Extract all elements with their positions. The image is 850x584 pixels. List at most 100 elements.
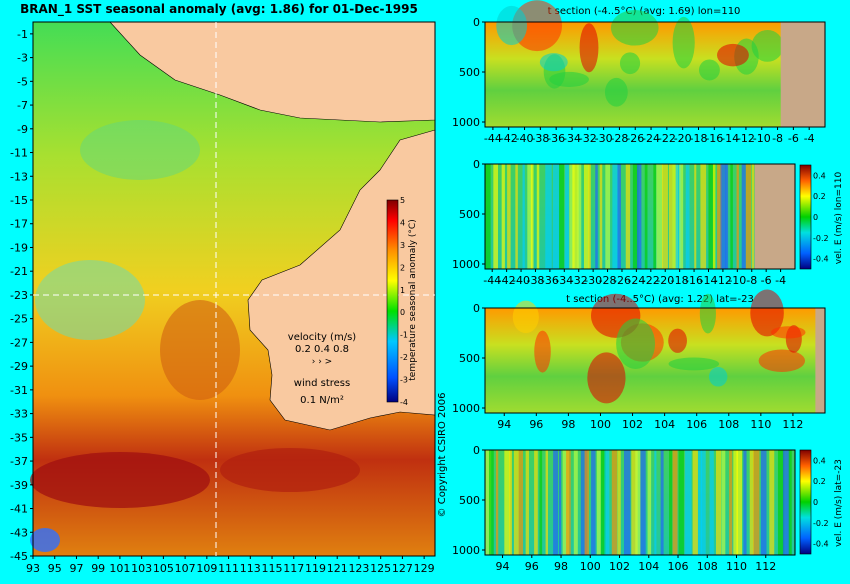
section-x-tick-label: -22 (658, 132, 676, 145)
section-frame (484, 21, 826, 128)
section-x-tick-label: -6 (761, 274, 772, 287)
section-x-tick-label: -34 (563, 132, 581, 145)
section-x-tick-label: -44 (484, 132, 502, 145)
section-velocity-stripe (745, 164, 752, 269)
section-anomaly-blob (758, 349, 806, 372)
section-velocity-stripe (572, 164, 579, 269)
lon-velocity-colorbar (799, 164, 812, 270)
section-x-tick-label: 110 (726, 560, 747, 573)
section-x-tick-label: -18 (690, 132, 708, 145)
section-velocity-stripe (720, 164, 727, 269)
map-title: BRAN_1 SST seasonal anomaly (avg: 1.86) … (20, 2, 418, 17)
section-velocity-stripe (558, 450, 562, 555)
section-velocity-stripe (672, 450, 678, 555)
map-y-tick-label: -11 (10, 147, 28, 160)
map-x-tick-label: 93 (26, 562, 40, 575)
section-anomaly-blob (496, 5, 528, 46)
section-velocity-stripe (534, 450, 538, 555)
section-frame (484, 449, 796, 556)
section-x-tick-label: -40 (512, 274, 530, 287)
section-anomaly-blob (668, 328, 687, 353)
section-y-tick-label: 1000 (452, 544, 480, 557)
map-x-tick-label: 95 (48, 562, 62, 575)
map-x-tick-label: 97 (69, 562, 83, 575)
section-x-tick-label: -28 (599, 274, 617, 287)
section-anomaly-blob (698, 59, 720, 81)
section-velocity-stripe (596, 450, 601, 555)
section-velocity-stripe (743, 450, 747, 555)
section-velocity-stripe (700, 164, 707, 269)
section-velocity-stripe (612, 164, 619, 269)
section-x-tick-label: -44 (483, 274, 501, 287)
section-velocity-stripe (701, 450, 706, 555)
section-velocity-stripe (733, 450, 739, 555)
velocity-colorbar-tick-label: 0 (813, 498, 818, 507)
map-x-tick-label: 127 (392, 562, 413, 575)
section-x-tick-label: 94 (497, 418, 511, 431)
section-velocity-stripe (636, 164, 642, 269)
section-x-tick-label: 98 (561, 418, 575, 431)
map-x-tick-label: 125 (370, 562, 391, 575)
section-velocity-stripe (675, 164, 681, 269)
section-land-mask (754, 164, 795, 269)
section-velocity-stripe (530, 164, 534, 269)
map-y-tick-label: -19 (10, 241, 28, 254)
section-x-tick-label: -36 (541, 274, 559, 287)
section-velocity-stripe (583, 164, 590, 269)
section-x-tick-label: -16 (685, 274, 703, 287)
section-velocity-stripe (777, 450, 785, 555)
section-velocity-stripe (623, 450, 631, 555)
section-anomaly-blob (751, 29, 784, 62)
section-y-tick-label: 1000 (452, 116, 480, 129)
section-velocity-stripe (679, 164, 684, 269)
map-y-tick-label: -15 (10, 194, 28, 207)
map-blue-patch (30, 528, 60, 552)
velocity-colorbar-tick-label: 0.4 (813, 456, 826, 465)
velocity-legend-arrows: › › > (312, 357, 332, 367)
section-velocity-stripe (730, 164, 733, 269)
section-velocity-stripe (552, 164, 560, 269)
map-x-tick-label: 119 (305, 562, 326, 575)
section-x-tick-label: -8 (772, 132, 783, 145)
section-x-tick-label: 108 (718, 418, 739, 431)
section-anomaly-blob (717, 43, 749, 67)
section-velocity-stripe (751, 164, 755, 269)
section-velocity-stripe (694, 164, 697, 269)
section-anomaly-blob (604, 77, 628, 107)
map-y-tick-label: -23 (10, 289, 28, 302)
section-velocity-stripe (584, 450, 589, 555)
section-velocity-stripe (685, 450, 692, 555)
map-y-tick-label: -29 (10, 360, 28, 373)
section-velocity-stripe (653, 164, 657, 269)
section-x-tick-label: -32 (579, 132, 597, 145)
map-y-tick-label: -37 (10, 455, 28, 468)
section-y-tick-label: 500 (459, 66, 480, 79)
map-y-tick-label: -17 (10, 218, 28, 231)
map-frame (32, 21, 436, 557)
section-anomaly-blob (668, 357, 720, 371)
section-velocity-stripe (678, 450, 684, 555)
section-x-tick-label: 102 (609, 560, 630, 573)
section-velocity-stripe (753, 450, 760, 555)
section-x-tick-label: -38 (531, 132, 549, 145)
section-velocity-stripe (580, 450, 588, 555)
section-velocity-stripe (736, 164, 739, 269)
velocity-colorbar-tick-label: 0.2 (813, 477, 826, 486)
section-x-tick-label: -42 (498, 274, 516, 287)
section-velocity-stripe (617, 164, 622, 269)
map-y-tick-label: -31 (10, 384, 28, 397)
map-x-tick-label: 123 (348, 562, 369, 575)
section-velocity-stripe (495, 450, 499, 555)
section-velocity-stripe (527, 164, 533, 269)
sst-colorbar-tick-label: 2 (400, 263, 405, 272)
section-velocity-stripe (518, 450, 523, 555)
lon-velocity-section-panel: -44-42-40-38-36-34-32-30-28-26-24-22-20-… (452, 158, 796, 287)
section-velocity-stripe (654, 450, 657, 555)
lat-temp-section-title: t section (-4..5°C) (avg: 1.22) lat=-23 (566, 294, 754, 305)
section-x-tick-label: 112 (755, 560, 776, 573)
section-y-tick-label: 0 (473, 16, 480, 29)
lat-velocity-colorbar (799, 449, 812, 555)
section-x-tick-label: -26 (626, 132, 644, 145)
section-anomaly-blob (579, 23, 599, 73)
section-velocity-stripe (656, 164, 663, 269)
